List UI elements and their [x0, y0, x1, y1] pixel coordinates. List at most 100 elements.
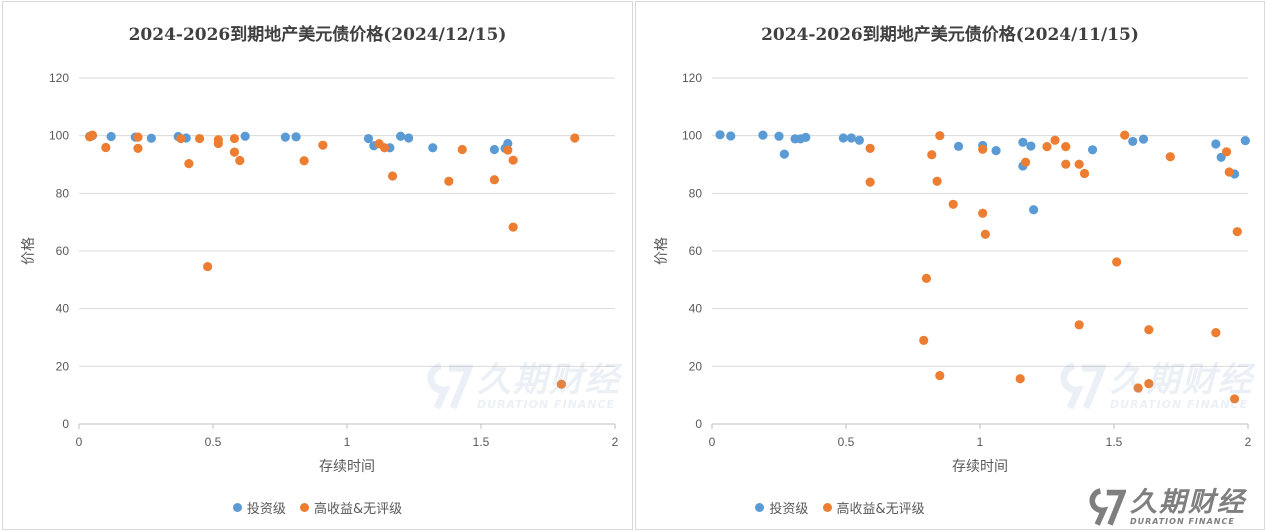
legend-marker-high-yield: [822, 503, 832, 512]
legend-marker-investment-grade: [755, 503, 765, 512]
point-high-yield: [1211, 327, 1221, 338]
chart-panel-right: 2024-2026到期地产美元债价格(2024/11/15) 0 20 40 60 80…: [635, 1, 1265, 530]
point-investment-grade: [991, 146, 1001, 156]
point-high-yield: [1224, 167, 1234, 177]
y-axis-title: 价格: [654, 237, 670, 265]
point-investment-grade: [363, 133, 374, 144]
point-high-yield: [229, 133, 240, 144]
point-high-yield: [1079, 168, 1090, 179]
point-investment-grade: [146, 133, 156, 143]
point-high-yield: [213, 138, 223, 149]
x-axis-title: 存续时间: [952, 458, 1008, 475]
x-tick-label: 2: [612, 435, 619, 449]
point-investment-grade: [240, 131, 250, 141]
point-high-yield: [865, 177, 875, 187]
point-high-yield: [1120, 130, 1130, 140]
point-high-yield: [387, 171, 398, 181]
point-high-yield: [1020, 157, 1031, 167]
point-investment-grade: [801, 132, 811, 142]
legend-left: 投资级 高收益&无评级: [3, 498, 632, 517]
point-investment-grade: [846, 133, 856, 143]
point-investment-grade: [489, 144, 499, 155]
legend-item-high-yield: 高收益&无评级: [300, 498, 402, 517]
point-investment-grade: [1018, 137, 1028, 147]
point-high-yield: [508, 155, 518, 165]
point-high-yield: [184, 159, 194, 169]
x-tick-label: 1.5: [1106, 435, 1123, 449]
point-investment-grade: [854, 135, 864, 145]
point-high-yield: [1061, 142, 1071, 152]
point-high-yield: [1165, 152, 1175, 162]
watermark-name: 久期财经: [477, 359, 621, 400]
y-tick-label: 80: [56, 186, 70, 200]
watermark-logo-left: 久期财经 DURATION FINANCE: [423, 360, 621, 412]
y-tick-label: 80: [689, 186, 703, 200]
point-high-yield: [921, 273, 931, 283]
scatter-plot-left: 0 20 40 60 80 100 120 0 0.5 1 1.5 2 存续时间 价格: [21, 71, 619, 475]
point-investment-grade: [726, 131, 736, 141]
scatter-plot-right: 0 20 40 60 80 100 120 0 0.5 1 1.5 2 存续时间 价格: [654, 71, 1252, 475]
watermark-logo-right: 久期财经 DURATION FINANCE: [1056, 360, 1254, 412]
chart-panel-left: 2024-2026到期地产美元债价格(2024/12/15) 0 20 40 60 80…: [2, 1, 633, 530]
corner-logo-name: 久期财经: [1130, 486, 1246, 518]
point-high-yield: [935, 131, 945, 141]
point-investment-grade: [953, 141, 964, 151]
point-high-yield: [865, 143, 875, 153]
point-high-yield: [1050, 135, 1060, 145]
point-high-yield: [176, 133, 186, 144]
y-tick-label: 0: [62, 417, 69, 431]
y-axis-title: 价格: [21, 237, 37, 265]
point-high-yield: [1144, 379, 1154, 389]
legend-label-investment-grade: 投资级: [769, 502, 809, 517]
y-tick-label: 40: [689, 302, 703, 316]
point-investment-grade: [404, 133, 414, 143]
legend-label-investment-grade: 投资级: [246, 502, 286, 517]
x-tick-label: 1.5: [473, 435, 490, 449]
legend-item-investment-grade: 投资级: [232, 498, 286, 517]
series-investment-grade: [85, 131, 513, 155]
point-high-yield: [1042, 142, 1052, 152]
point-high-yield: [978, 208, 988, 218]
corner-logo: 久期财经 DURATION FINANCE: [1086, 486, 1246, 528]
legend-right: 投资级 高收益&无评级: [526, 498, 1154, 517]
point-high-yield: [932, 176, 942, 186]
x-tick-label: 1: [977, 435, 984, 449]
point-high-yield: [1074, 159, 1084, 169]
point-high-yield: [133, 143, 143, 153]
point-high-yield: [1112, 257, 1122, 267]
point-investment-grade: [1240, 135, 1250, 146]
point-high-yield: [489, 175, 499, 185]
point-investment-grade: [1138, 134, 1149, 144]
chart-title-right: 2024-2026到期地产美元债价格(2024/11/15): [761, 25, 1139, 45]
corner-logo-english: DURATION FINANCE: [1130, 516, 1235, 526]
point-investment-grade: [779, 149, 789, 159]
watermark-name: 久期财经: [1110, 359, 1254, 400]
point-high-yield: [503, 145, 513, 155]
point-high-yield: [133, 132, 143, 142]
legend-label-high-yield: 高收益&无评级: [836, 502, 925, 517]
point-high-yield: [1144, 325, 1154, 335]
point-investment-grade: [1087, 145, 1098, 155]
point-high-yield: [1074, 320, 1084, 330]
point-high-yield: [457, 144, 467, 155]
point-high-yield: [229, 147, 240, 157]
point-high-yield: [935, 370, 945, 381]
point-investment-grade: [291, 132, 301, 142]
point-investment-grade: [1026, 141, 1036, 151]
point-high-yield: [1232, 227, 1242, 237]
point-high-yield: [1061, 159, 1071, 169]
x-tick-label: 0.5: [838, 435, 855, 449]
point-investment-grade: [715, 130, 725, 140]
point-high-yield: [978, 144, 988, 154]
point-high-yield: [318, 140, 328, 150]
legend-item-investment-grade: 投资级: [755, 498, 808, 517]
x-tick-label: 2: [1245, 435, 1252, 449]
point-high-yield: [1015, 374, 1025, 384]
y-tick-label: 100: [49, 129, 69, 143]
y-tick-label: 120: [682, 71, 702, 85]
series-high-yield: [85, 130, 580, 389]
x-tick-label: 0: [709, 435, 716, 449]
point-high-yield: [87, 130, 97, 140]
legend-item-high-yield: 高收益&无评级: [822, 498, 925, 517]
series-investment-grade: [715, 130, 1250, 215]
